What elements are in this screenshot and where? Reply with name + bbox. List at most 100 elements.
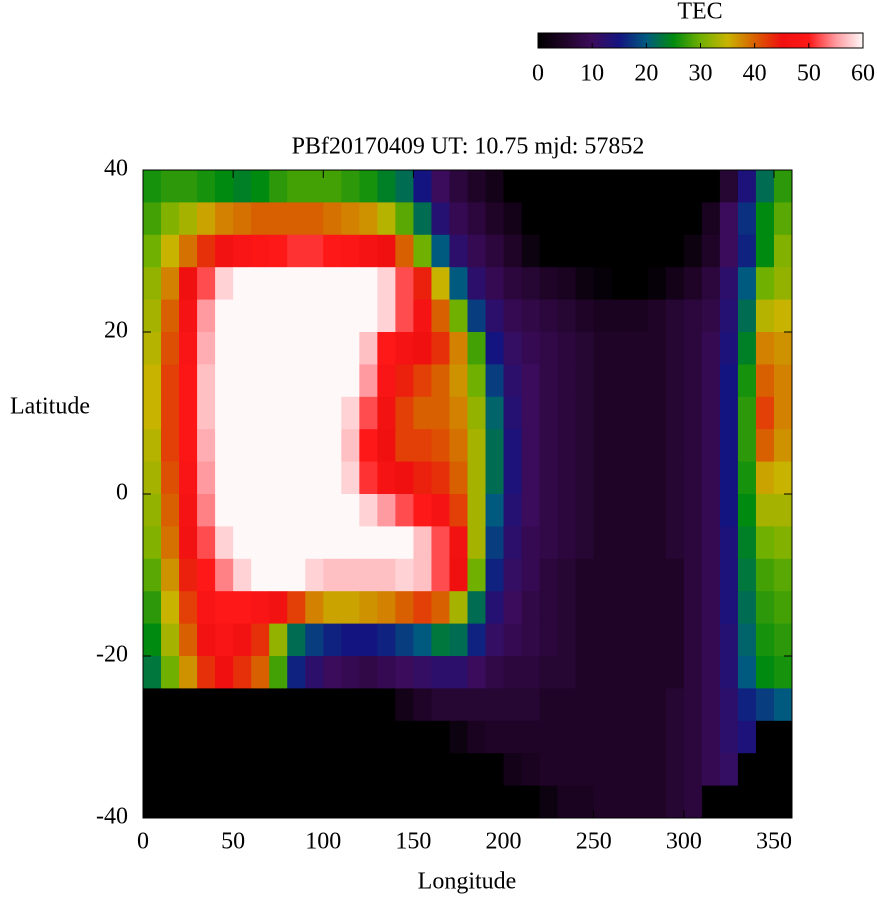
heatmap-cell [215,494,234,527]
heatmap-cell [665,364,685,398]
heatmap-cell [305,461,324,495]
heatmap-cell [287,170,306,203]
heatmap-cell [719,299,739,333]
heatmap-cell [251,429,270,463]
heatmap-cell [467,558,487,592]
heatmap-cell [251,202,270,236]
heatmap-cell [773,656,793,689]
heatmap-cell [521,364,541,398]
heatmap-cell [395,202,414,236]
x-tick-label: 150 [395,829,431,855]
heatmap-cell [431,364,450,398]
heatmap-cell [431,429,450,463]
heatmap-cell [773,753,793,787]
heatmap-cell [341,429,360,463]
heatmap-cell [665,526,685,560]
heatmap-cell [341,396,360,430]
heatmap-cell [377,494,396,527]
heatmap-cell [143,591,162,625]
heatmap-cell [161,785,180,819]
heatmap-cell [359,267,378,301]
heatmap-cell [539,332,559,365]
heatmap-cell [503,396,523,430]
heatmap-cell [449,461,468,495]
heatmap-cell [665,170,685,203]
heatmap-cell [197,299,216,333]
heatmap-cell [161,267,180,301]
heatmap-cell [377,429,396,463]
heatmap-cell [503,688,523,722]
heatmap-cell [701,396,721,430]
heatmap-cell [323,558,342,592]
heatmap-cell [755,785,775,819]
heatmap-cell [215,558,234,592]
heatmap-cell [449,591,468,625]
heatmap-cell [629,234,649,268]
heatmap-cell [593,461,613,495]
heatmap-cell [431,656,450,689]
heatmap-cell [683,558,703,592]
heatmap-cell [413,785,432,819]
heatmap-cell [665,429,685,463]
heatmap-cell [665,720,685,754]
heatmap-cell [449,234,468,268]
heatmap-cell [755,396,775,430]
heatmap-cell [665,299,685,333]
heatmap-cell [233,623,252,657]
heatmap-cell [575,299,595,333]
heatmap-cell [557,623,577,657]
heatmap-cell [503,591,523,625]
heatmap-cell [773,299,793,333]
heatmap-cell [233,591,252,625]
heatmap-cell [647,526,667,560]
heatmap-cell [251,494,270,527]
heatmap-cell [629,688,649,722]
heatmap-cell [197,753,216,787]
heatmap-cell [503,656,523,689]
heatmap-cell [629,170,649,203]
heatmap-cell [539,720,559,754]
heatmap-cell [395,234,414,268]
heatmap-cell [197,656,216,689]
heatmap-cell [557,461,577,495]
heatmap-cell [305,429,324,463]
heatmap-cell [719,526,739,560]
heatmap-cell [359,720,378,754]
heatmap-cell [287,558,306,592]
heatmap-cell [197,364,216,398]
heatmap-cell [701,656,721,689]
heatmap-cell [431,332,450,365]
heatmap-cell [647,332,667,365]
heatmap-cell [611,267,631,301]
heatmap-cell [215,234,234,268]
heatmap-cell [377,234,396,268]
heatmap-cell [521,720,541,754]
heatmap-cell [431,396,450,430]
heatmap-cell [755,591,775,625]
heatmap-cell [413,558,432,592]
heatmap-cell [323,364,342,398]
heatmap-cell [575,720,595,754]
heatmap-cell [251,720,270,754]
heatmap-cell [197,267,216,301]
heatmap-cell [143,364,162,398]
y-axis-label: Latitude [10,394,90,420]
heatmap-cell [215,202,234,236]
heatmap-cell [575,332,595,365]
heatmap-cell [683,429,703,463]
heatmap-cell [251,623,270,657]
heatmap-cell [377,720,396,754]
heatmap-cell [449,494,468,527]
heatmap-cell [341,623,360,657]
heatmap-cell [485,720,505,754]
heatmap-cell [521,526,541,560]
heatmap-cell [269,332,288,365]
heatmap-cell [233,656,252,689]
heatmap-cell [341,461,360,495]
heatmap-cell [431,461,450,495]
heatmap-cell [539,558,559,592]
heatmap-cell [269,720,288,754]
heatmap-cell [467,591,487,625]
heatmap-cell [683,526,703,560]
